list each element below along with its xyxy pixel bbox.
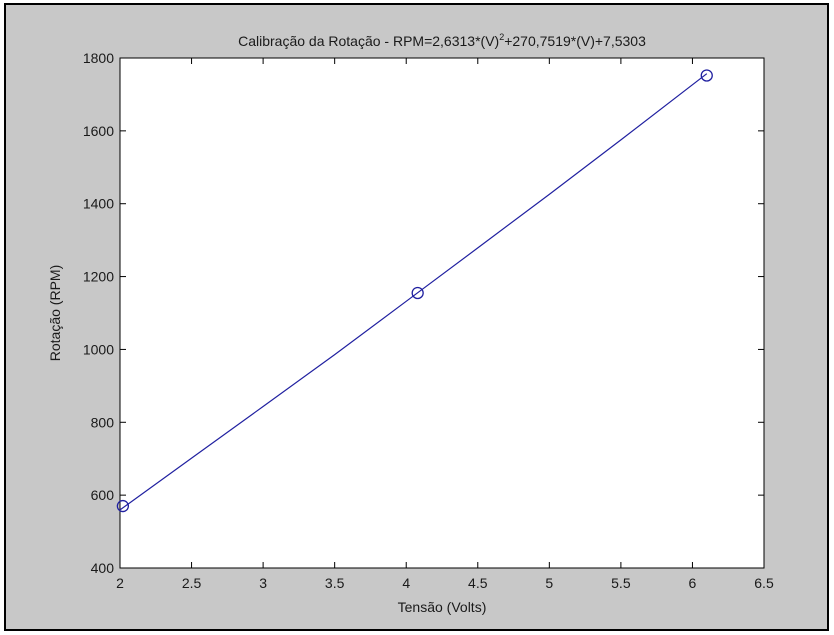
- x-tick-label: 3.5: [325, 575, 345, 591]
- y-tick-label: 1600: [83, 123, 114, 139]
- x-tick-label: 2.5: [182, 575, 202, 591]
- y-tick-label: 1400: [83, 196, 114, 212]
- y-tick-label: 600: [91, 487, 115, 503]
- plot-area: [119, 57, 765, 569]
- y-axis-label: Rotação (RPM): [47, 265, 63, 361]
- y-tick-label: 800: [91, 414, 115, 430]
- x-tick-label: 6: [689, 575, 697, 591]
- data-point: [700, 69, 713, 82]
- tick-labels: 2 2.5 3 3.5 4 4.5 5 5.5 6 6.5 400 600 800 1000 1200 140…: [83, 50, 774, 591]
- y-tick-label: 1200: [83, 269, 114, 285]
- axis-ticks: [119, 57, 765, 569]
- y-tick-label: 1800: [83, 50, 114, 66]
- x-tick-label: 3: [259, 575, 267, 591]
- x-tick-label: 5: [545, 575, 553, 591]
- x-tick-label: 6.5: [754, 575, 774, 591]
- data-markers: [116, 69, 713, 513]
- chart-title: Calibração da Rotação - RPM=2,6313*(V)2+…: [238, 32, 646, 49]
- x-tick-label: 4.5: [468, 575, 488, 591]
- x-tick-label: 4: [402, 575, 410, 591]
- y-tick-label: 400: [91, 560, 115, 576]
- data-point: [116, 499, 130, 513]
- x-axis-label: Tensão (Volts): [398, 599, 487, 615]
- y-tick-label: 1000: [83, 341, 114, 357]
- series-line: [119, 73, 708, 511]
- data-point: [411, 286, 424, 300]
- x-tick-label: 5.5: [611, 575, 631, 591]
- x-tick-label: 2: [116, 575, 124, 591]
